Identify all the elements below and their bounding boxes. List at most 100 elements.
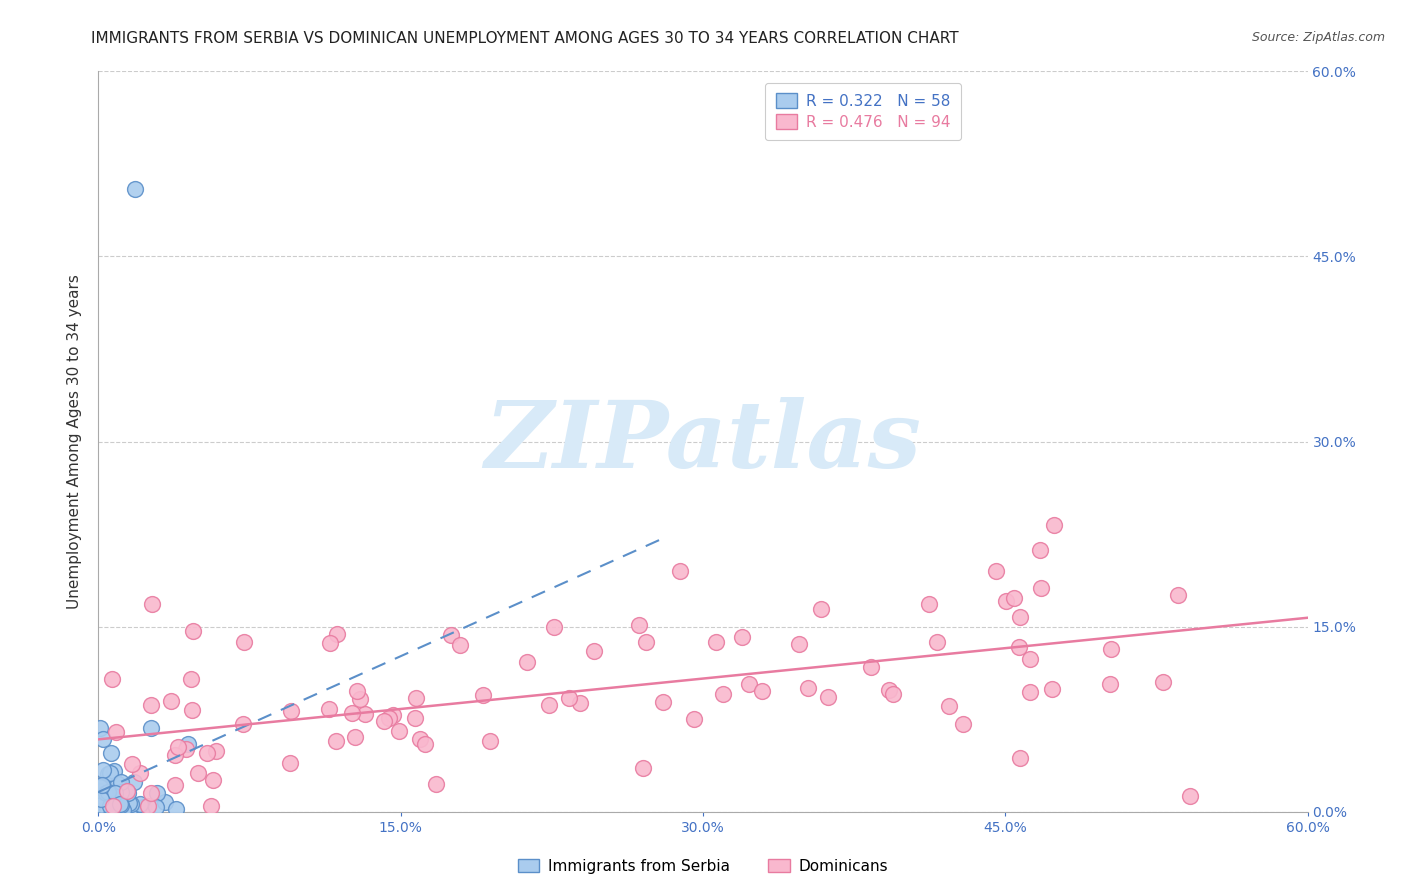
Point — [425, 776, 447, 790]
Point — [100, 746, 122, 760]
Point — [810, 602, 832, 616]
Point — [93, 803, 115, 817]
Point — [353, 707, 375, 722]
Point — [1098, 677, 1121, 691]
Point — [405, 690, 427, 705]
Point — [479, 733, 502, 747]
Point — [1029, 543, 1052, 558]
Point — [738, 677, 761, 691]
Point — [107, 797, 129, 811]
Point — [472, 688, 495, 702]
Point — [160, 694, 183, 708]
Point — [110, 775, 132, 789]
Text: Source: ZipAtlas.com: Source: ZipAtlas.com — [1251, 31, 1385, 45]
Point — [180, 703, 202, 717]
Point — [202, 773, 225, 788]
Point — [952, 716, 974, 731]
Point — [343, 731, 366, 745]
Point — [326, 627, 349, 641]
Point — [938, 699, 960, 714]
Point — [104, 802, 127, 816]
Point — [984, 564, 1007, 578]
Point — [105, 724, 128, 739]
Point — [98, 799, 121, 814]
Point — [110, 785, 132, 799]
Point — [97, 766, 120, 780]
Point — [124, 775, 146, 789]
Point — [91, 763, 114, 777]
Point — [187, 766, 209, 780]
Point — [108, 797, 131, 811]
Point — [145, 800, 167, 814]
Point — [440, 628, 463, 642]
Point — [195, 746, 218, 760]
Point — [91, 731, 114, 746]
Point — [1178, 789, 1201, 803]
Point — [165, 747, 187, 762]
Point — [112, 790, 135, 805]
Y-axis label: Unemployment Among Ages 30 to 34 years: Unemployment Among Ages 30 to 34 years — [67, 274, 83, 609]
Point — [280, 704, 302, 718]
Point — [177, 737, 200, 751]
Point — [155, 795, 177, 809]
Point — [141, 597, 163, 611]
Point — [346, 684, 368, 698]
Point — [651, 695, 673, 709]
Point — [101, 672, 124, 686]
Point — [103, 797, 125, 812]
Point — [278, 756, 301, 771]
Point — [107, 801, 129, 815]
Point — [558, 691, 581, 706]
Point — [165, 778, 187, 792]
Point — [233, 634, 256, 648]
Point — [543, 620, 565, 634]
Point — [101, 798, 124, 813]
Point — [669, 564, 692, 578]
Point — [349, 691, 371, 706]
Point — [631, 761, 654, 775]
Point — [103, 801, 125, 815]
Point — [204, 744, 226, 758]
Point — [96, 804, 118, 818]
Point — [108, 780, 131, 795]
Point — [628, 617, 651, 632]
Point — [104, 796, 127, 810]
Point — [569, 696, 592, 710]
Point — [100, 802, 122, 816]
Point — [145, 786, 167, 800]
Point — [180, 673, 202, 687]
Point — [232, 716, 254, 731]
Point — [318, 702, 340, 716]
Point — [415, 737, 437, 751]
Point — [98, 802, 121, 816]
Point — [1008, 640, 1031, 654]
Point — [882, 687, 904, 701]
Point — [378, 711, 401, 725]
Point — [1019, 651, 1042, 665]
Point — [120, 797, 142, 811]
Point — [98, 801, 121, 815]
Point — [1010, 751, 1032, 765]
Point — [325, 733, 347, 747]
Point — [711, 687, 734, 701]
Point — [683, 712, 706, 726]
Point — [128, 797, 150, 812]
Point — [98, 765, 121, 780]
Legend: Immigrants from Serbia, Dominicans: Immigrants from Serbia, Dominicans — [512, 853, 894, 880]
Point — [91, 778, 114, 792]
Point — [136, 798, 159, 813]
Point — [121, 757, 143, 772]
Point — [139, 722, 162, 736]
Point — [103, 764, 125, 779]
Text: ZIPatlas: ZIPatlas — [485, 397, 921, 486]
Point — [1099, 642, 1122, 657]
Point — [704, 635, 727, 649]
Point — [1042, 517, 1064, 532]
Point — [141, 786, 163, 800]
Point — [105, 798, 128, 813]
Point — [538, 698, 561, 713]
Point — [117, 784, 139, 798]
Point — [165, 802, 187, 816]
Point — [319, 635, 342, 649]
Point — [879, 683, 901, 698]
